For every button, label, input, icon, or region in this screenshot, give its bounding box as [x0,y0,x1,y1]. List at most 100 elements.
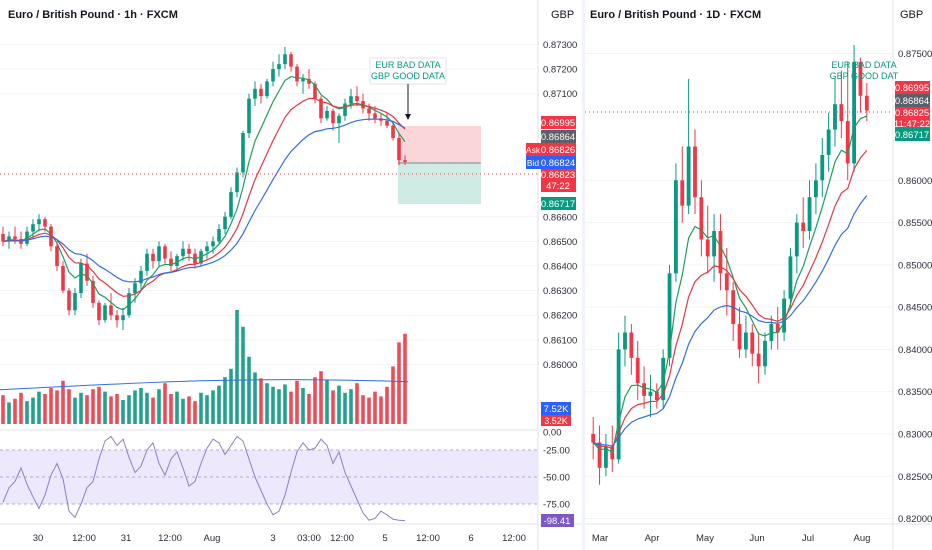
left-time-tick: 3 [270,533,275,544]
volume-bar [43,394,47,424]
right-candle-body [718,231,723,274]
indicator-tick: -75.00 [543,500,570,511]
left-time-tick: 12:00 [72,533,96,544]
left-bid-price-label: 0.86824 [541,158,575,169]
right-candle-body [654,391,659,401]
left-candle-body [283,54,287,65]
left-ma-fast-line [2,75,406,311]
position-stop-zone[interactable] [398,126,481,163]
right-candle-body [801,222,806,232]
left-candle-body [241,133,245,173]
left-price-tick: 0.87100 [543,89,577,100]
right-chart-title: Euro / British Pound · 1D · FXCM [590,9,761,21]
volume-bar [67,389,71,424]
right-stop-price-badge [895,81,930,94]
left-candle-body [343,103,347,116]
left-price-tick: 0.86100 [543,335,577,346]
right-price-axis[interactable]: 0.87500 0.86000 0.85500 0.85000 0.84500 0.840… [898,49,932,525]
left-last-price-badge [541,169,576,192]
position-target-zone[interactable] [398,163,481,204]
right-time-tick: Mar [592,533,608,544]
left-currency-label[interactable]: GBP [551,9,574,21]
left-candle-body [145,253,149,271]
right-time-axis[interactable]: Mar Apr May Jun Jul Aug [592,533,871,544]
left-candle-body [337,115,341,124]
right-price-tick: 0.82000 [898,514,932,525]
left-bid-tag-badge [526,156,541,169]
volume-bar [85,395,89,424]
right-time-tick: Jun [749,533,764,544]
left-time-tick: 03:00 [297,533,321,544]
volume-bar [145,392,149,424]
left-stop-price-badge [541,116,576,129]
volume-bar [331,390,335,424]
right-panel-area[interactable] [585,0,932,550]
left-candle-body [67,290,71,311]
indicator-tick: -50.00 [543,473,570,484]
left-price-tick: 0.86600 [543,212,577,223]
left-price-axis[interactable]: 0.87300 0.87200 0.87100 0.86600 0.86500 0.864… [543,40,577,371]
right-candle-body [756,353,761,367]
left-entry-price-badge [541,130,576,143]
volume-bar [229,368,233,424]
right-candle-body [661,357,666,401]
right-panel[interactable]: Euro / British Pound · 1D · FXCM GBP EUR… [585,0,932,550]
left-candle-body [313,83,317,99]
panel-splitter[interactable] [582,0,585,550]
left-ask-tag: Ask [526,145,541,155]
right-currency-label[interactable]: GBP [900,9,923,21]
indicator-line [2,435,406,522]
left-panel[interactable]: Euro / British Pound · 1h · FXCM GBP EUR… [0,0,582,550]
right-candle-body [763,340,767,367]
left-time-tick: 6 [468,533,473,544]
left-candle-body [373,113,377,119]
volume-bar [73,397,77,424]
left-indicator-axis[interactable]: 0.00 -25.00 -50.00 -75.00 [543,428,570,511]
left-chart-title: Euro / British Pound · 1h · FXCM [8,9,178,21]
left-time-tick: 12:00 [416,533,440,544]
left-time-tick: 12:00 [502,533,526,544]
left-candle-body [235,172,239,193]
left-candle-body [319,98,323,119]
left-candle-body [31,224,35,232]
right-price-tick: 0.82500 [898,472,932,483]
left-candle-body [295,66,299,82]
right-price-tick: 0.83500 [898,387,932,398]
left-countdown-label: 47:22 [546,181,570,192]
left-bid-tag: Bid [527,158,540,168]
left-candle-body [367,108,371,114]
volume-bar [91,389,95,424]
left-stop-price-label: 0.86995 [541,118,575,129]
left-candle-body [211,241,215,247]
right-candle-body [807,197,812,232]
right-candle-body [858,61,863,96]
volume-bar [373,391,377,424]
left-candle-body [139,270,143,284]
right-target-price-badge [895,128,930,141]
right-candle-body [845,121,850,164]
left-last-price-label: 0.86823 [541,170,575,181]
volume-bar [121,400,125,424]
left-time-axis[interactable]: 30 12:00 31 12:00 Aug 3 03:00 12:00 5 12:00 6 12:00 [33,533,526,544]
left-candle-body [181,248,185,257]
volume-ma-badge [541,415,571,426]
volume-bar [127,395,131,424]
right-stop-price-label: 0.86995 [895,83,929,94]
right-candle-body [724,273,729,291]
left-candle-body [259,88,263,97]
left-candle-body [265,81,269,97]
volume-bar [31,397,35,424]
volume-bar [217,385,221,424]
volume-bar [157,389,161,424]
right-price-tick: 0.85500 [898,218,932,229]
indicator-band [0,450,538,504]
right-candle-body [750,332,755,354]
left-annotation-line-2: GBP GOOD DATA [371,71,445,81]
right-ma-fast-line [592,115,868,453]
volume-bar [37,391,41,424]
left-time-tick: 30 [33,533,44,544]
right-candle-body [826,129,831,155]
left-candle-body [169,258,173,266]
left-candle-body [325,110,329,119]
